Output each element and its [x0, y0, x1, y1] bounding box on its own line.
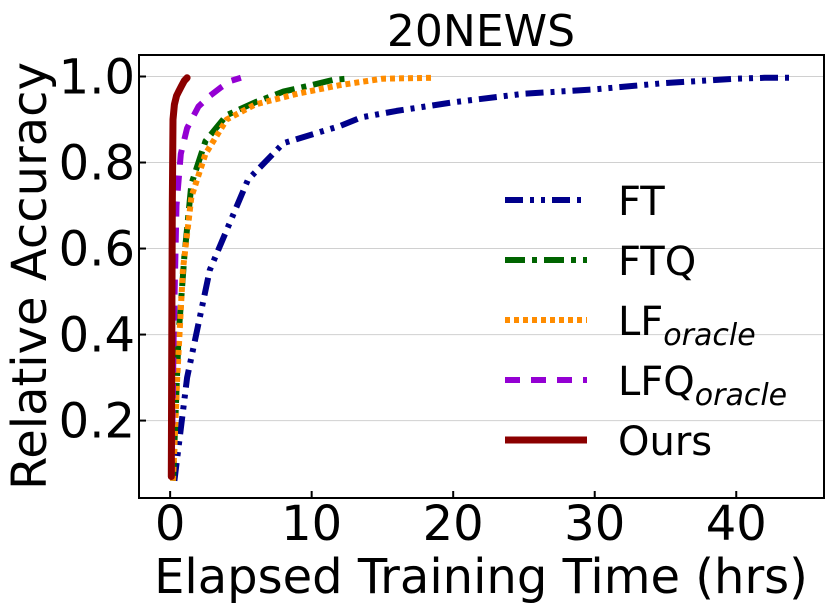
legend-label-main: Ours: [618, 419, 712, 465]
x-axis-ticks: 0 10 20 30 40: [155, 491, 767, 552]
legend-label-main: LF: [618, 299, 663, 345]
x-tick-label: 20: [423, 496, 484, 552]
chart-title: 20NEWS: [387, 6, 575, 57]
y-tick-label: 0.2: [59, 394, 135, 450]
legend-label-subscript: oracle: [695, 378, 787, 413]
legend-label-main: FTQ: [618, 239, 696, 285]
x-axis-label: Elapsed Training Time (hrs): [154, 549, 808, 605]
y-tick-label: 0.4: [59, 308, 135, 364]
y-tick-label: 1.0: [59, 50, 135, 106]
x-tick-label: 10: [281, 496, 342, 552]
gridlines: [139, 76, 824, 422]
x-tick-label: 0: [155, 496, 186, 552]
legend-label: LFQoracle: [618, 359, 787, 413]
series-line-lf: [170, 74, 433, 481]
y-axis-label: Relative Accuracy: [2, 62, 58, 490]
plot-frame: [138, 54, 825, 499]
legend-label: FT: [618, 179, 665, 225]
legend-label: LForacle: [618, 299, 756, 353]
legend-label-main: LFQ: [618, 359, 695, 405]
series-line-ft: [171, 74, 793, 482]
x-tick-label: 30: [564, 496, 625, 552]
legend-label-main: FT: [618, 179, 665, 225]
series-line-ours: [167, 74, 191, 480]
legend-label: FTQ: [618, 239, 696, 285]
legend-label: Ours: [618, 419, 712, 465]
y-tick-label: 0.8: [59, 136, 135, 192]
y-axis-ticks: 0.2 0.4 0.6 0.8 1.0: [59, 50, 146, 450]
legend-label-subscript: oracle: [663, 318, 755, 353]
x-tick-label: 40: [706, 496, 767, 552]
y-tick-label: 0.6: [59, 222, 135, 278]
plot-series: [167, 74, 793, 482]
